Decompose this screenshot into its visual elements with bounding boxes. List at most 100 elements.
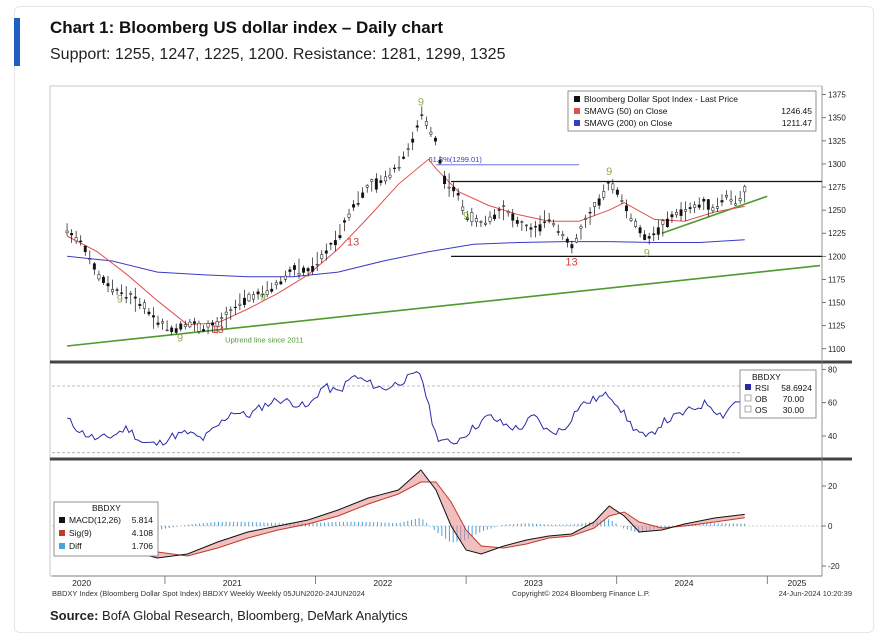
legend-swatch-os	[744, 405, 752, 413]
price-candle-body	[629, 218, 633, 221]
price-candle-body	[470, 212, 474, 222]
price-candle-body	[320, 254, 324, 260]
price-candle-body	[88, 258, 92, 260]
x-axis-year-label: 2025	[787, 578, 806, 588]
macd-legend-value: 5.814	[132, 515, 154, 525]
x-axis-year-label: 2021	[223, 578, 242, 588]
price-ytick-label: 1375	[828, 91, 846, 100]
price-candle-body	[715, 206, 719, 209]
price-candle-body	[465, 217, 469, 220]
demark-9-label: 9	[418, 97, 424, 109]
price-candle-body	[479, 221, 483, 223]
price-candle-body	[661, 220, 665, 225]
price-candle-body	[174, 328, 178, 333]
price-candle-body	[638, 227, 642, 234]
price-candle-body	[688, 207, 692, 209]
price-candle-body	[252, 294, 255, 300]
price-candle-body	[524, 224, 528, 227]
price-candle-body	[347, 213, 351, 218]
price-candle-body	[538, 224, 542, 232]
price-candle-body	[588, 211, 592, 214]
price-candle-body	[379, 180, 383, 183]
demark-13-label: 13	[212, 324, 224, 336]
price-candle-body	[511, 213, 515, 221]
price-candle-body	[570, 244, 574, 249]
price-candle-body	[456, 193, 460, 196]
price-candle-body	[211, 322, 215, 326]
source-text: BofA Global Research, Bloomberg, DeMark …	[98, 608, 408, 623]
chart-subtitle: Support: 1255, 1247, 1225, 1200. Resista…	[50, 46, 506, 63]
legend-swatch-rsi	[745, 384, 751, 390]
price-candle-body	[402, 156, 406, 159]
price-candle-body	[706, 199, 710, 210]
price-candle-body	[388, 174, 392, 178]
price-candle-body	[420, 114, 424, 116]
legend-swatch-signal	[59, 530, 65, 536]
legend-sma50-label: SMAVG (50) on Close	[584, 106, 668, 116]
price-candle-body	[220, 317, 224, 319]
price-ytick-label: 1225	[828, 229, 846, 238]
macd-line	[66, 469, 745, 559]
rsi-ytick-label: 60	[828, 399, 837, 408]
rsi-ytick-label: 80	[828, 365, 837, 374]
legend-sma50-value: 1246.45	[781, 106, 812, 116]
price-candle-body	[247, 294, 251, 302]
price-candle-body	[565, 238, 569, 243]
source-line: Source: BofA Global Research, Bloomberg,…	[50, 608, 408, 623]
price-candle-body	[506, 211, 510, 214]
price-candle-body	[438, 159, 442, 164]
price-candle-body	[665, 218, 669, 227]
macd-ytick-label: 20	[828, 482, 837, 491]
macd-panel: -20 0 20	[52, 469, 840, 571]
price-candle-body	[165, 329, 169, 332]
price-candle-body	[493, 214, 497, 220]
price-ytick-label: 1125	[828, 322, 846, 331]
price-candle-body	[192, 321, 196, 324]
price-candle-body	[343, 220, 346, 223]
price-candle-body	[397, 167, 401, 169]
ob-legend-label: OB	[755, 394, 768, 404]
price-candle-body	[574, 238, 578, 243]
price-candle-body	[406, 148, 410, 150]
price-candle-body	[543, 221, 547, 223]
price-candle-body	[729, 199, 733, 202]
price-candle-body	[579, 226, 583, 229]
price-candle-body	[65, 230, 69, 234]
price-candle-body	[497, 209, 501, 211]
price-candle-body	[602, 191, 606, 198]
price-candle-body	[156, 322, 160, 325]
price-candle-body	[433, 137, 437, 142]
price-candle-body	[552, 223, 556, 226]
price-candle-body	[670, 214, 674, 218]
price-candle-body	[656, 227, 660, 235]
fib-label: 61.8%(1299.01)	[428, 155, 482, 164]
price-candle-body	[170, 327, 174, 333]
price-candle-body	[152, 315, 155, 318]
timestamp-text: 24-Jun-2024 10:20:39	[779, 589, 852, 598]
demark-13-label: 13	[347, 236, 359, 248]
price-candle-body	[429, 131, 433, 135]
price-candle-body	[229, 309, 233, 311]
price-candle-body	[70, 233, 74, 236]
price-candle-body	[74, 237, 78, 242]
demark-9-label: 9	[260, 292, 266, 304]
price-candle-body	[133, 296, 137, 299]
price-candle-body	[443, 175, 446, 185]
price-candle-body	[593, 202, 597, 208]
macd-legend: BBDXY MACD(12,26) 5.814 Sig(9) 4.108 Dif…	[53, 501, 159, 557]
macd-legend-label: MACD(12,26)	[69, 515, 121, 525]
price-candle-body	[620, 200, 624, 202]
price-ytick-label: 1350	[828, 114, 846, 123]
x-axis-year-label: 2020	[72, 578, 91, 588]
price-candle-body	[92, 263, 96, 270]
price-candle-body	[79, 240, 83, 242]
price-candle-body	[197, 322, 201, 332]
price-candle-body	[484, 222, 487, 225]
price-candle-body	[625, 205, 628, 212]
x-axis-year-label: 2022	[373, 578, 392, 588]
price-candle-body	[111, 289, 114, 293]
rsi-line	[67, 371, 745, 447]
price-candle-body	[261, 293, 265, 296]
price-candle-body	[611, 183, 615, 190]
price-ytick-label: 1300	[828, 160, 846, 169]
